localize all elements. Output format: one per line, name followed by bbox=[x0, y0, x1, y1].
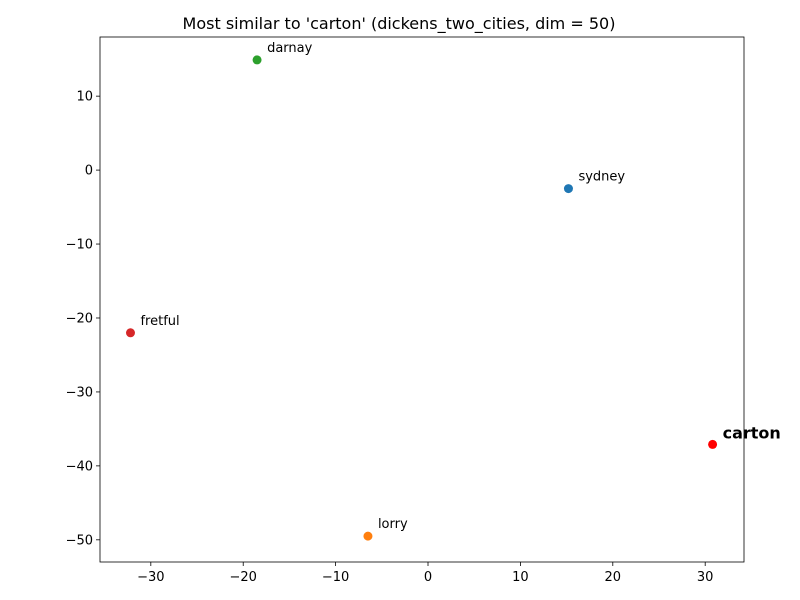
point-sydney bbox=[563, 184, 573, 194]
y-axis: 10 0 −10 −20 −30 −40 −50 bbox=[66, 90, 100, 548]
y-tick-label: 0 bbox=[85, 164, 93, 179]
x-tick-label: 20 bbox=[605, 570, 622, 585]
x-axis: −30 −20 −10 0 10 20 30 bbox=[137, 562, 713, 585]
y-tick-label: −30 bbox=[66, 385, 93, 400]
point-darnay bbox=[252, 55, 262, 65]
point-carton bbox=[708, 439, 718, 449]
x-tick-label: 0 bbox=[424, 570, 432, 585]
x-tick-label: −20 bbox=[229, 570, 256, 585]
point-label-fretful: fretful bbox=[140, 314, 179, 329]
data-points: sydney lorry darnay fretful carton bbox=[125, 41, 781, 541]
x-tick-label: −30 bbox=[137, 570, 164, 585]
point-lorry bbox=[363, 531, 373, 541]
plot-area-frame bbox=[99, 36, 745, 563]
x-tick-label: 30 bbox=[697, 570, 714, 585]
y-tick-label: −10 bbox=[66, 238, 93, 253]
point-fretful bbox=[125, 328, 135, 338]
y-tick-label: −20 bbox=[66, 311, 93, 326]
x-tick-label: 10 bbox=[512, 570, 529, 585]
point-label-lorry: lorry bbox=[378, 517, 408, 532]
chart-title: Most similar to 'carton' (dickens_two_ci… bbox=[183, 14, 616, 34]
y-tick-label: 10 bbox=[76, 90, 93, 105]
y-tick-label: −50 bbox=[66, 533, 93, 548]
point-label-darnay: darnay bbox=[267, 41, 313, 56]
point-label-sydney: sydney bbox=[578, 170, 625, 185]
x-tick-label: −10 bbox=[322, 570, 349, 585]
point-label-carton: carton bbox=[723, 423, 781, 442]
y-tick-label: −40 bbox=[66, 459, 93, 474]
